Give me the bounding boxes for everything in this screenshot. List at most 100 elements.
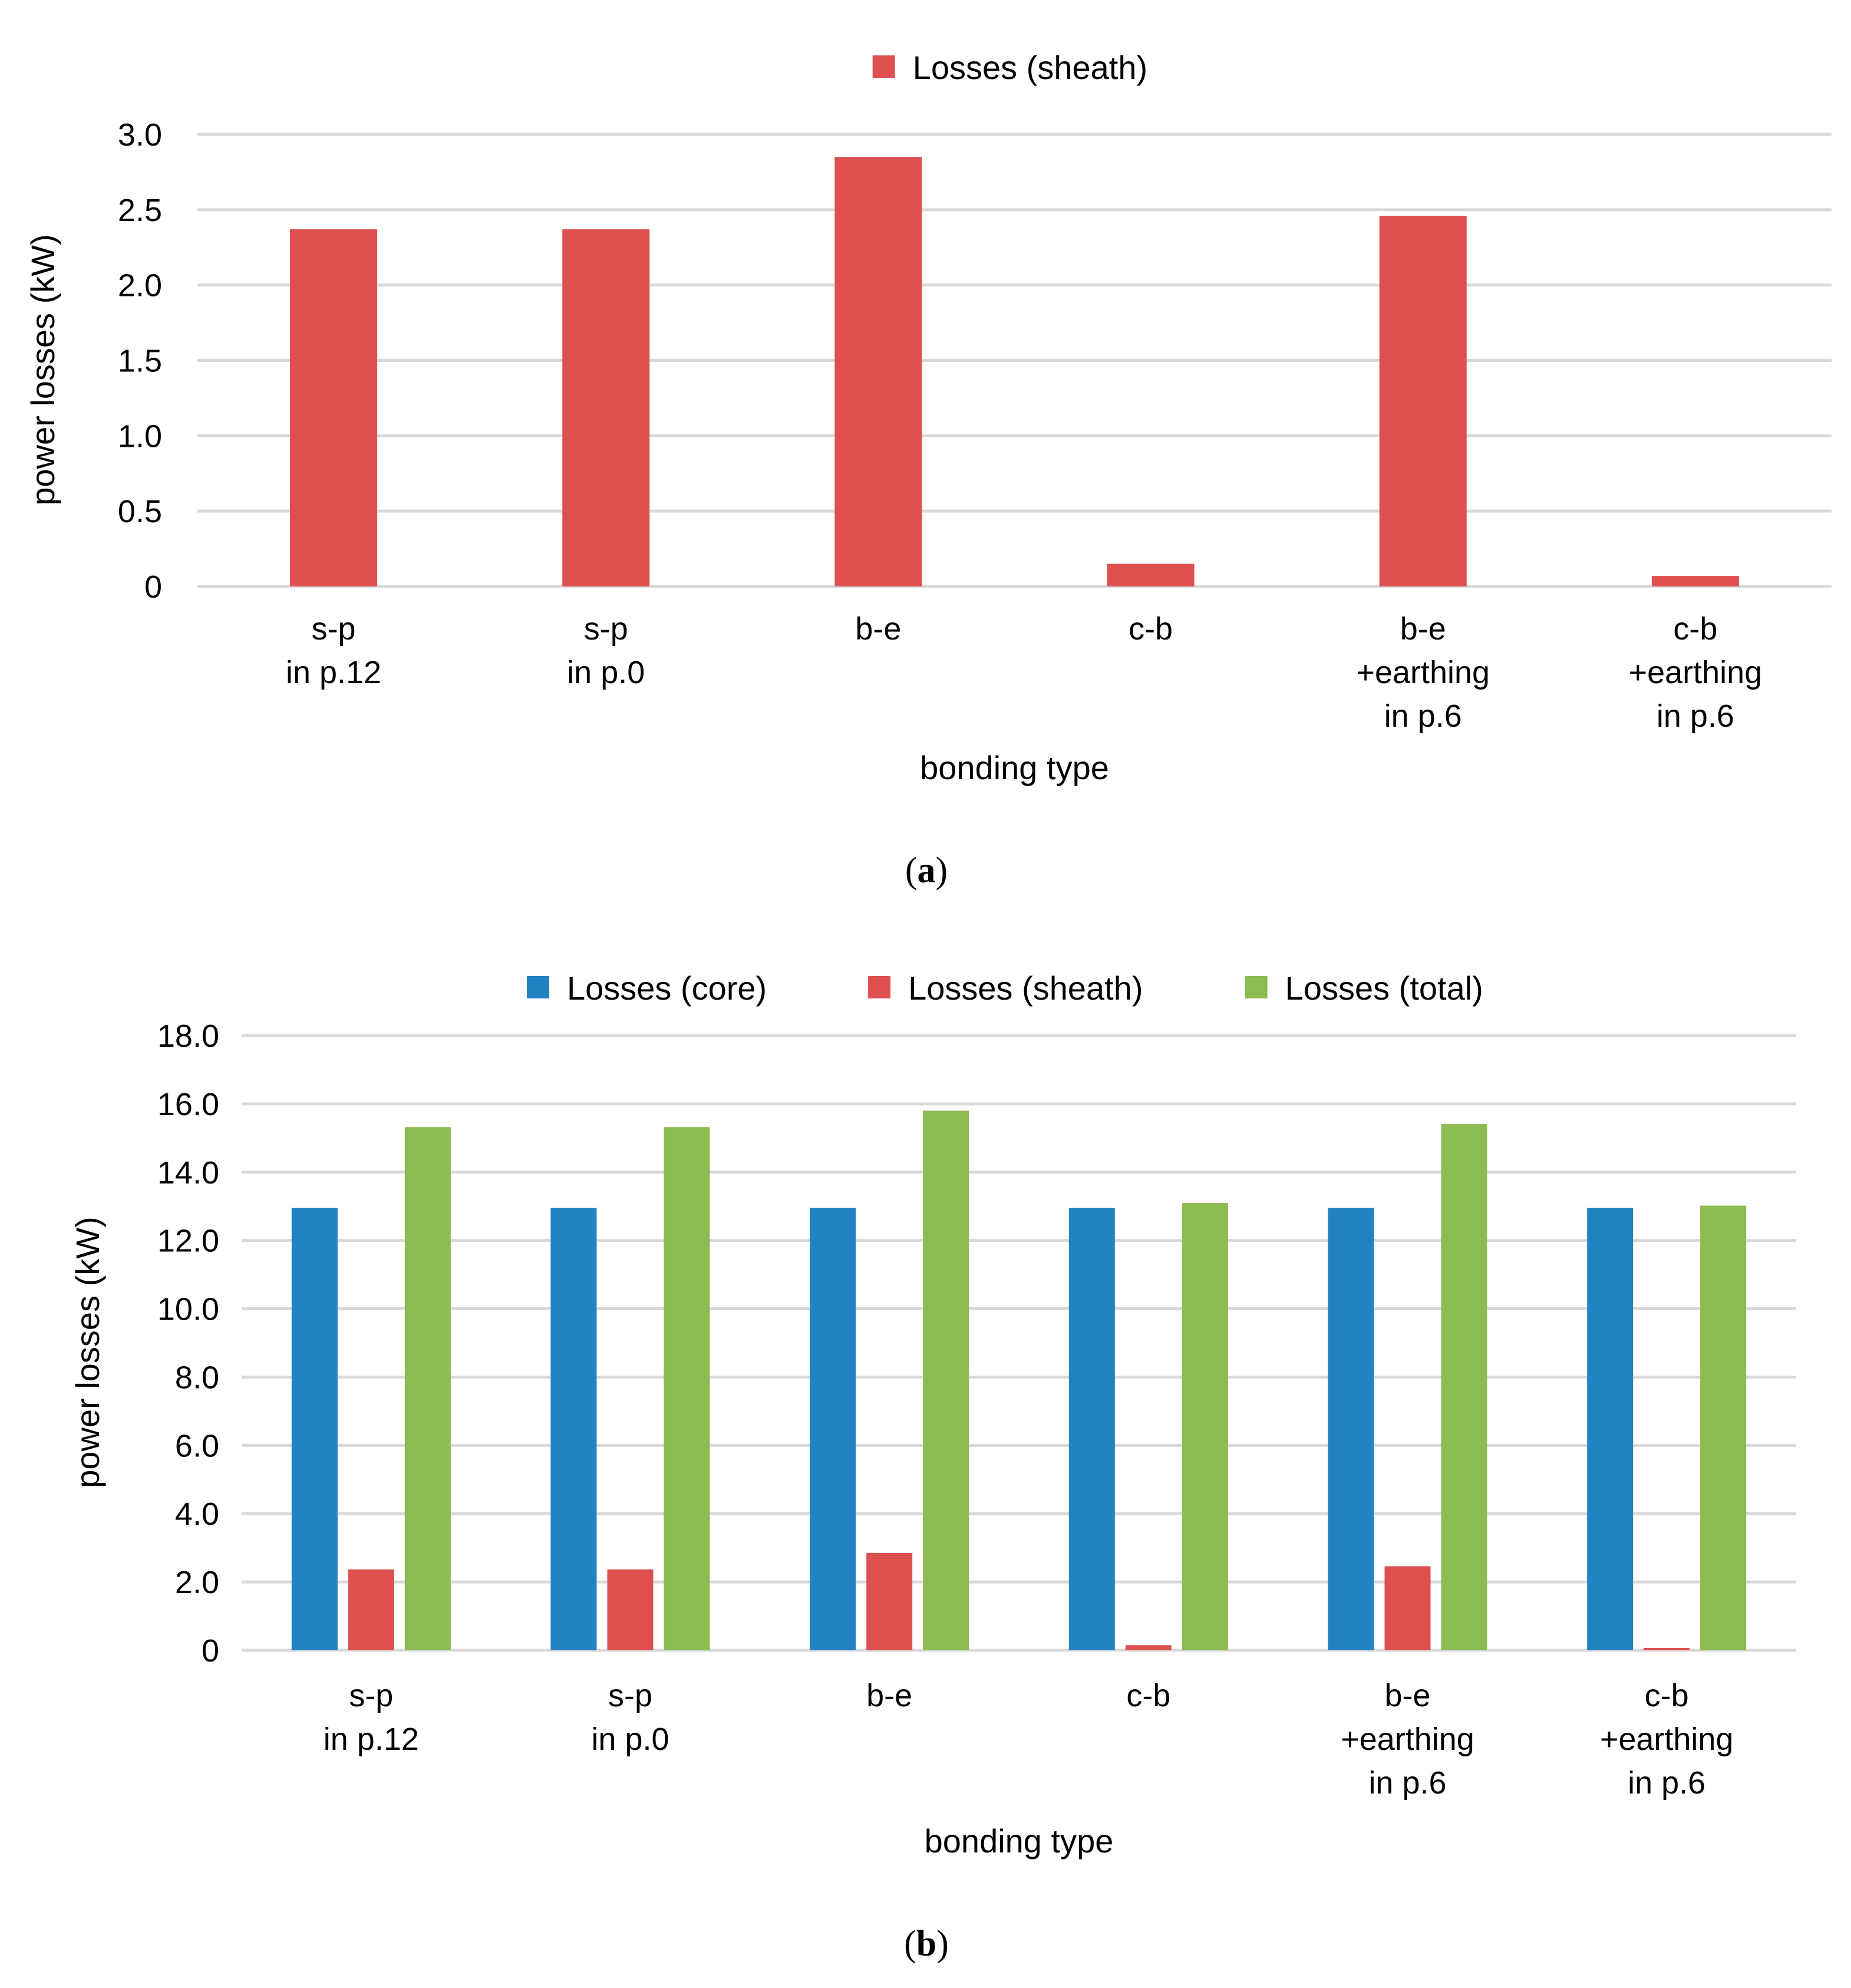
x-tick-label-line: s-p — [608, 1678, 652, 1713]
y-axis-label: power losses (kW) — [24, 234, 61, 506]
y-tick-label: 2.5 — [118, 193, 162, 228]
bar-losses-sheath — [1644, 1647, 1690, 1650]
gridlines — [197, 133, 1832, 588]
legend-label: Losses (core) — [567, 970, 767, 1007]
bar-losses-total — [404, 1127, 451, 1650]
x-tick-label-line: c-b — [1129, 611, 1173, 647]
x-tick-label-line: in p.0 — [567, 655, 645, 690]
bar-losses-total — [1700, 1205, 1747, 1650]
x-tick-label-line: c-b — [1673, 611, 1717, 647]
bar-losses-core — [810, 1208, 856, 1650]
bar-losses-core — [550, 1208, 597, 1650]
y-tick-label: 2.0 — [118, 268, 162, 304]
bar-losses-total — [664, 1127, 710, 1650]
x-tick-label-line: b-e — [866, 1678, 912, 1713]
bar-losses-sheath — [348, 1569, 394, 1650]
x-tick-label-line: in p.6 — [1628, 1765, 1705, 1801]
legend-swatch — [1245, 976, 1268, 998]
y-tick-label: 1.0 — [118, 418, 162, 454]
y-tick-label: 8.0 — [175, 1360, 219, 1395]
panel-caption: (a) — [905, 850, 948, 891]
y-tick-label: 2.0 — [175, 1565, 219, 1600]
x-tick-label-line: in p.6 — [1657, 698, 1734, 734]
y-tick-label: 0.5 — [118, 494, 162, 529]
caption-paren-close: ) — [936, 1924, 949, 1964]
x-tick-labels: s-p in p.12 s-p in p.0 b-e c-b b-e +earthing in … — [324, 1678, 1734, 1801]
x-tick-label: s-p in p.0 — [567, 611, 645, 690]
x-tick-label: c-b +earthing in p.6 — [1600, 1678, 1734, 1801]
x-tick-label-line: b-e — [1384, 1678, 1430, 1713]
bar-losses-sheath — [834, 157, 922, 587]
y-tick-label: 0 — [144, 569, 162, 605]
x-tick-label: b-e +earthing in p.6 — [1341, 1678, 1474, 1801]
y-tick-label: 6.0 — [175, 1428, 219, 1463]
bar-losses-sheath — [607, 1569, 654, 1650]
bar-losses-sheath — [562, 229, 650, 586]
x-tick-label-line: c-b — [1126, 1678, 1170, 1713]
y-axis-label: power losses (kW) — [69, 1216, 106, 1488]
x-tick-label-line: c-b — [1645, 1678, 1689, 1713]
x-tick-label: s-p in p.12 — [286, 611, 381, 690]
y-tick-label: 12.0 — [157, 1224, 219, 1259]
y-tick-label: 0 — [202, 1633, 219, 1669]
bar-losses-total — [1182, 1202, 1228, 1650]
bar-losses-total — [923, 1110, 969, 1650]
x-tick-label-line: s-p — [584, 611, 628, 647]
legend-swatch — [526, 976, 549, 998]
x-tick-label-line: b-e — [855, 611, 901, 647]
bar-losses-sheath — [1107, 563, 1195, 586]
chart-b: 0 2.0 4.0 6.0 8.0 10.0 12.0 14.0 16.0 18.0 s-p in p… — [69, 970, 1796, 1964]
gridlines — [242, 1034, 1796, 1652]
y-tick-label: 16.0 — [157, 1087, 219, 1122]
x-tick-label-line: s-p — [349, 1678, 393, 1713]
x-tick-label: c-b — [1126, 1678, 1170, 1713]
bars — [291, 1110, 1747, 1650]
x-tick-label-line: b-e — [1400, 611, 1446, 647]
legend-swatch — [868, 976, 891, 998]
x-tick-label: b-e — [855, 611, 901, 647]
x-tick-label-line: in p.12 — [324, 1722, 419, 1757]
bar-losses-sheath — [1379, 216, 1467, 586]
y-tick-labels: 0 0.5 1.0 1.5 2.0 2.5 3.0 — [118, 117, 162, 605]
y-tick-label: 3.0 — [118, 117, 162, 153]
x-tick-label: c-b — [1129, 611, 1173, 647]
caption-letter: a — [918, 850, 936, 891]
y-tick-label: 10.0 — [157, 1292, 219, 1327]
x-tick-label: s-p in p.0 — [591, 1678, 669, 1757]
caption-paren-open: ( — [904, 1924, 916, 1964]
x-tick-label-line: +earthing — [1341, 1722, 1474, 1757]
x-tick-label-line: +earthing — [1356, 655, 1490, 690]
legend-swatch — [872, 55, 895, 78]
caption-letter: b — [916, 1924, 936, 1964]
legend: Losses (core) Losses (sheath) Losses (tota… — [526, 970, 1483, 1007]
x-tick-label: b-e — [866, 1678, 912, 1713]
x-axis-label: bonding type — [920, 749, 1109, 786]
x-tick-label: c-b +earthing in p.6 — [1629, 611, 1763, 734]
y-tick-label: 1.5 — [118, 344, 162, 379]
x-tick-label: b-e +earthing in p.6 — [1356, 611, 1490, 734]
x-tick-labels: s-p in p.12 s-p in p.0 b-e c-b b-e +earthing in … — [286, 611, 1762, 734]
bar-losses-sheath — [866, 1552, 913, 1650]
x-tick-label-line: in p.6 — [1384, 698, 1462, 734]
x-axis-label: bonding type — [925, 1822, 1114, 1860]
chart-a: 0 0.5 1.0 1.5 2.0 2.5 3.0 s-p in p.12 s-p in p.0 b-… — [24, 49, 1832, 891]
panel-caption: (b) — [904, 1924, 949, 1964]
bar-losses-sheath — [1651, 576, 1739, 586]
y-tick-label: 4.0 — [175, 1496, 219, 1532]
x-tick-label-line: in p.12 — [286, 655, 381, 690]
x-tick-label: s-p in p.12 — [324, 1678, 419, 1757]
x-tick-label-line: +earthing — [1629, 655, 1763, 690]
caption-paren-close: ) — [936, 850, 948, 891]
bar-losses-total — [1441, 1124, 1487, 1650]
x-tick-label-line: +earthing — [1600, 1722, 1734, 1757]
bar-losses-core — [291, 1208, 338, 1650]
legend-label: Losses (total) — [1285, 970, 1483, 1007]
bar-losses-sheath — [290, 229, 378, 586]
x-tick-label-line: in p.0 — [591, 1722, 669, 1757]
y-tick-label: 14.0 — [157, 1155, 219, 1191]
bar-losses-sheath — [1125, 1645, 1172, 1650]
bar-losses-sheath — [1384, 1566, 1431, 1650]
caption-paren-open: ( — [905, 850, 918, 891]
x-tick-label-line: in p.6 — [1368, 1765, 1446, 1801]
